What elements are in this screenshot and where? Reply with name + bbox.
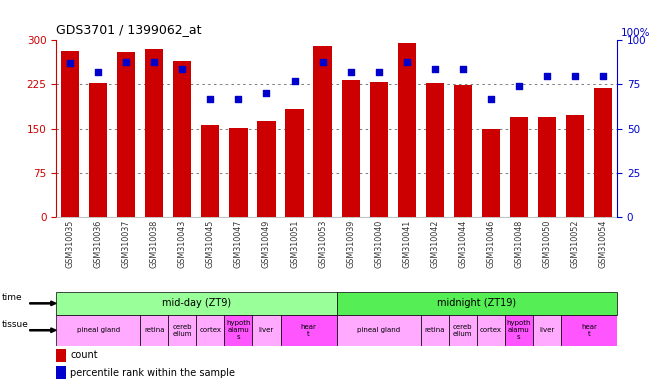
Point xyxy=(457,66,468,72)
Text: cereb
ellum: cereb ellum xyxy=(453,324,473,337)
Bar xyxy=(224,315,252,346)
Text: tissue: tissue xyxy=(1,320,28,329)
Bar xyxy=(426,83,444,217)
Bar xyxy=(337,292,617,315)
Text: hypoth
alamu
s: hypoth alamu s xyxy=(226,320,251,340)
Point xyxy=(65,60,75,66)
Text: hear
t: hear t xyxy=(581,324,597,337)
Bar xyxy=(257,121,276,217)
Bar xyxy=(421,315,449,346)
Bar xyxy=(594,88,612,217)
Point xyxy=(542,73,552,79)
Text: cortex: cortex xyxy=(199,327,221,333)
Point xyxy=(149,58,160,65)
Point xyxy=(121,58,131,65)
Bar xyxy=(56,349,66,362)
Text: 100%: 100% xyxy=(621,28,651,38)
Bar xyxy=(56,366,66,379)
Bar xyxy=(477,315,505,346)
Bar xyxy=(168,315,197,346)
Text: hear
t: hear t xyxy=(300,324,317,337)
Text: midnight (ZT19): midnight (ZT19) xyxy=(438,298,516,308)
Text: percentile rank within the sample: percentile rank within the sample xyxy=(70,367,235,377)
Point xyxy=(261,90,272,96)
Text: liver: liver xyxy=(539,327,554,333)
Text: pineal gland: pineal gland xyxy=(77,327,119,333)
Bar xyxy=(538,117,556,217)
Text: retina: retina xyxy=(144,327,164,333)
Bar xyxy=(201,125,220,217)
Point xyxy=(430,66,440,72)
Text: mid-day (ZT9): mid-day (ZT9) xyxy=(162,298,231,308)
Bar xyxy=(285,109,304,217)
Bar xyxy=(505,315,533,346)
Text: cortex: cortex xyxy=(480,327,502,333)
Point xyxy=(93,69,104,75)
Bar xyxy=(341,80,360,217)
Point xyxy=(598,73,609,79)
Text: GDS3701 / 1399062_at: GDS3701 / 1399062_at xyxy=(56,23,201,36)
Bar xyxy=(89,83,108,217)
Point xyxy=(513,83,524,89)
Bar xyxy=(61,51,79,217)
Point xyxy=(317,58,328,65)
Point xyxy=(401,58,412,65)
Point xyxy=(177,66,187,72)
Bar xyxy=(370,81,388,217)
Bar xyxy=(145,49,164,217)
Text: time: time xyxy=(1,293,22,302)
Bar xyxy=(449,315,477,346)
Text: pineal gland: pineal gland xyxy=(357,327,400,333)
Bar xyxy=(314,46,332,217)
Bar xyxy=(566,114,584,217)
Point xyxy=(289,78,300,84)
Bar xyxy=(280,315,337,346)
Point xyxy=(486,96,496,102)
Text: hypoth
alamu
s: hypoth alamu s xyxy=(507,320,531,340)
Text: cereb
ellum: cereb ellum xyxy=(172,324,192,337)
Text: count: count xyxy=(70,351,98,361)
Point xyxy=(374,69,384,75)
Bar xyxy=(453,85,472,217)
Text: liver: liver xyxy=(259,327,274,333)
Bar xyxy=(397,43,416,217)
Point xyxy=(570,73,580,79)
Bar xyxy=(533,315,561,346)
Bar xyxy=(337,315,421,346)
Bar xyxy=(252,315,280,346)
Text: retina: retina xyxy=(424,327,445,333)
Bar xyxy=(56,315,140,346)
Bar xyxy=(197,315,224,346)
Bar xyxy=(56,292,337,315)
Bar xyxy=(510,117,528,217)
Bar xyxy=(173,61,191,217)
Bar xyxy=(482,129,500,217)
Point xyxy=(345,69,356,75)
Bar xyxy=(117,51,135,217)
Bar xyxy=(229,128,248,217)
Point xyxy=(205,96,216,102)
Bar xyxy=(561,315,617,346)
Bar xyxy=(140,315,168,346)
Point xyxy=(233,96,244,102)
